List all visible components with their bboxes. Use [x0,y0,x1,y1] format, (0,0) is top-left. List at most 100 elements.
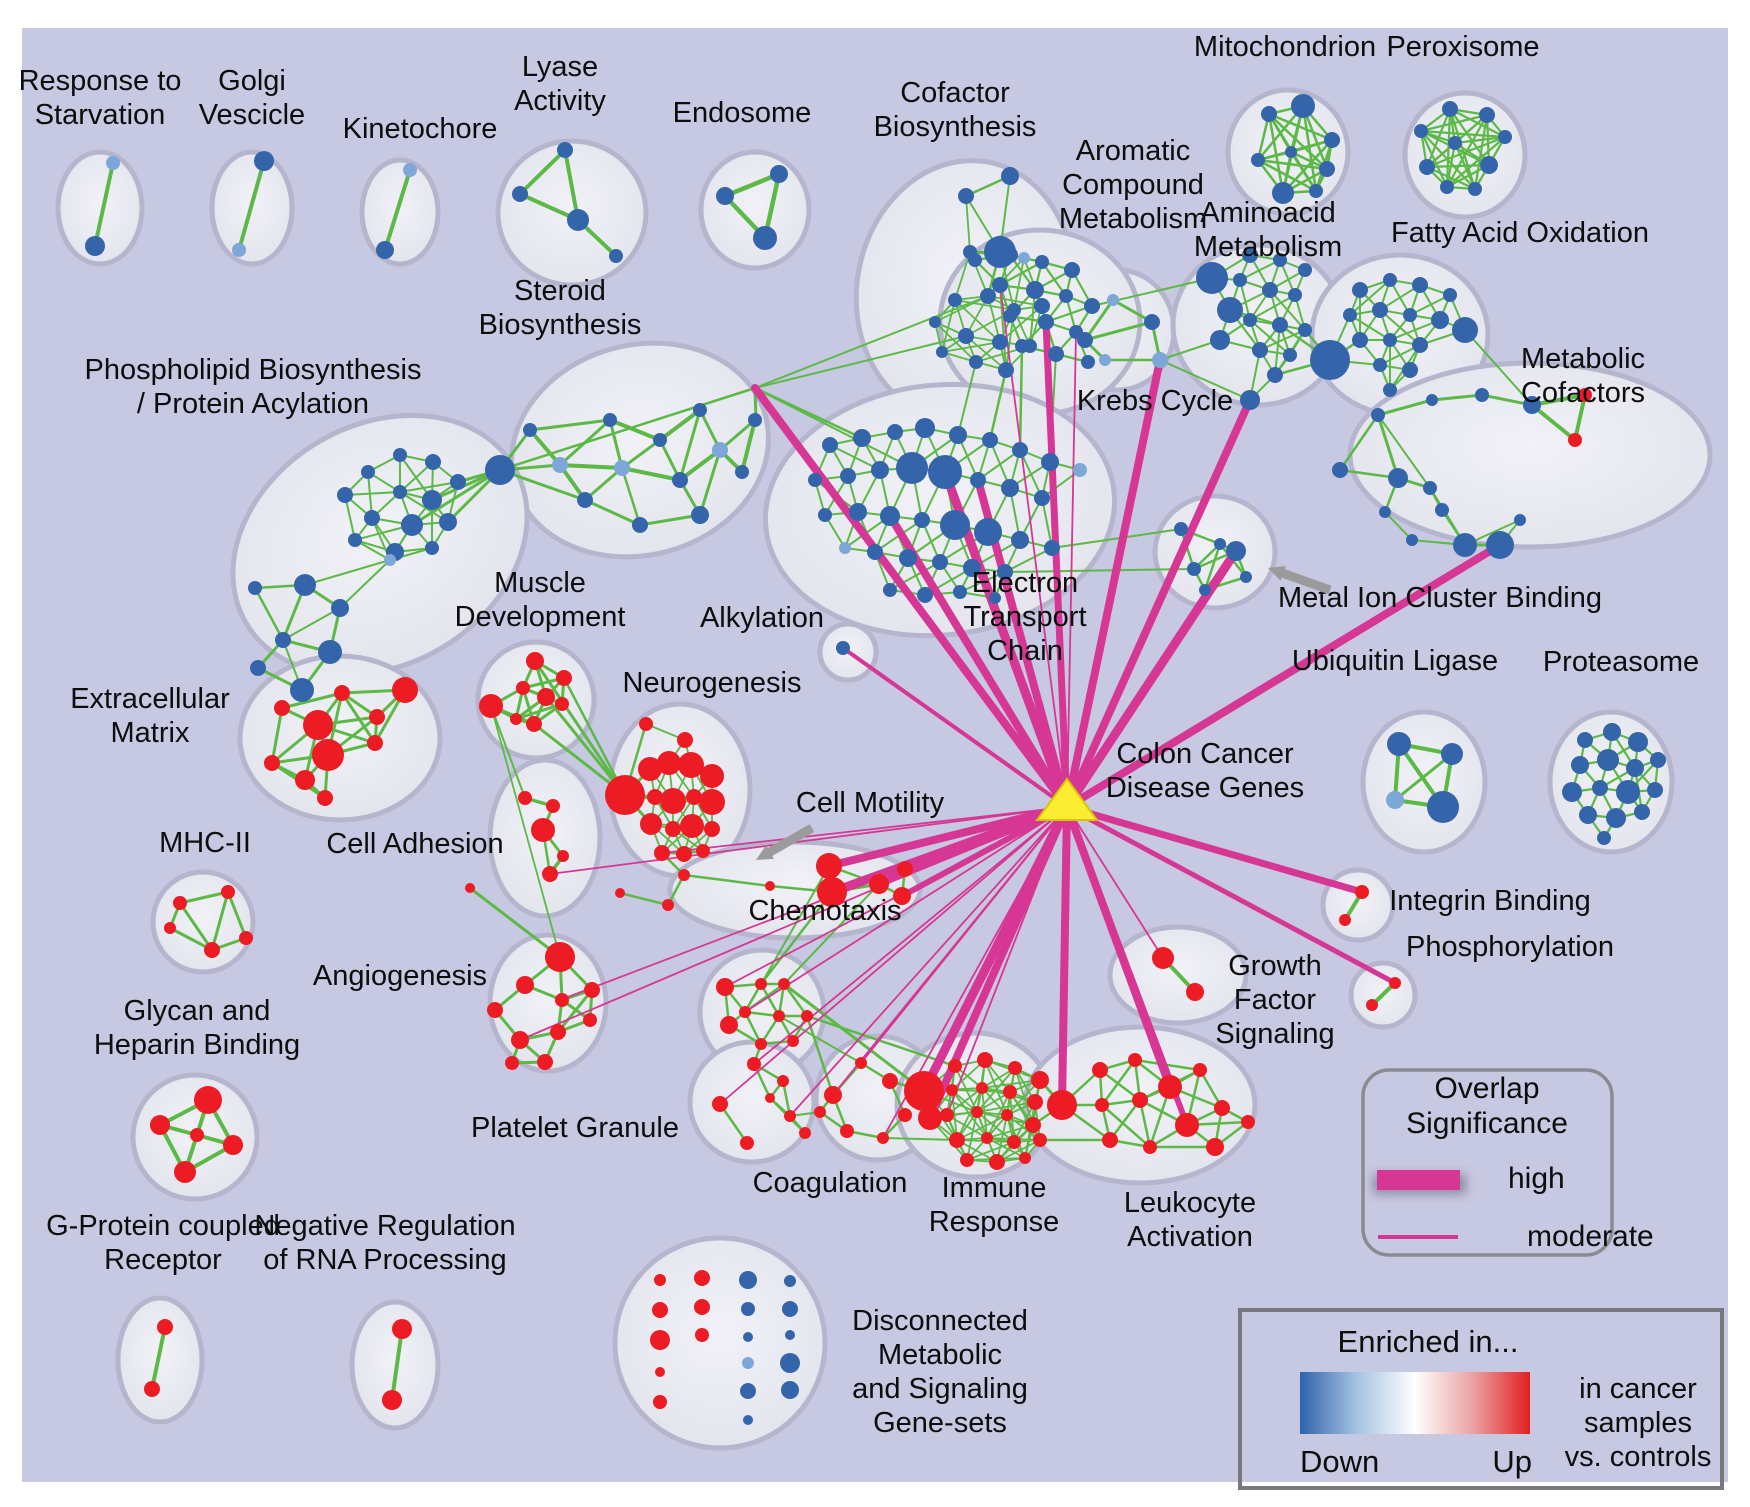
overlap-edge-moderate [719,806,1068,1105]
gene-set-overlap-edge [498,468,587,502]
gene-set-node [1152,947,1174,969]
overlap-significance-legend-box [1361,1068,1614,1257]
gene-set-node [1379,506,1391,518]
gene-set-node [958,188,974,204]
gene-set-node [839,542,851,554]
gene-set-overlap-edge [1249,294,1296,321]
gene-set-overlap-edge [678,408,702,482]
gene-set-node [1081,355,1095,369]
gene-set-node [1628,732,1648,752]
gene-set-overlap-edge [805,1014,835,1097]
gene-set-node [485,455,515,485]
gene-set-node [318,640,342,664]
gene-set-node [331,599,349,617]
gene-set-overlap-edge [956,1087,983,1141]
gene-set-overlap-edge [1041,497,1053,549]
cluster-label: Mitochondrion [1194,31,1376,63]
gene-set-node [1193,1063,1207,1077]
gene-set-node [932,554,948,570]
gene-set-node [516,681,530,695]
gene-set-node [204,942,220,958]
gene-set-node [782,1301,798,1317]
gene-set-node [1431,311,1449,329]
gene-set-overlap-edge [544,695,627,797]
gene-set-node [1206,1138,1224,1156]
gene-set-node [557,850,569,862]
gene-set-node [929,316,941,328]
cluster-label: G-Protein coupled Receptor [46,1210,280,1276]
gene-set-node [1272,317,1288,333]
gene-set-overlap-edge [954,299,1015,311]
gene-set-overlap-edge [1051,528,1182,549]
gene-set-node [974,518,1002,546]
gene-set-node [1001,479,1019,497]
gene-set-node [853,429,871,447]
cluster-ellipse-endosome [698,149,812,271]
cluster-label: Immune Response [929,1172,1060,1238]
gene-set-overlap-edge [977,449,1021,481]
gene-set-node [998,362,1014,378]
gene-set-node [1387,732,1411,756]
gene-set-node [918,1106,942,1130]
gene-set-node [1033,1133,1047,1147]
gene-set-node [1226,541,1246,561]
overlap-edge-high [751,384,1071,811]
gene-set-node [223,1135,243,1155]
gene-set-node [567,209,589,231]
gene-set-node [510,713,522,725]
gene-set-node [784,1275,796,1287]
gene-set-overlap-edge [956,1114,1008,1141]
gene-set-node [1647,782,1663,798]
gene-set-node [393,448,407,462]
gene-set-node [1285,146,1297,158]
gene-set-node [1419,159,1435,175]
gene-set-overlap-edge [1425,135,1507,169]
cluster-label: Disconnected Metabolic and Signaling Gene-s… [852,1305,1028,1439]
gene-set-node [1026,281,1044,299]
cluster-label: Ubiquitin Ligase [1292,645,1498,677]
gene-set-node [1386,791,1404,809]
cluster-label: Neurogenesis [623,667,802,699]
gene-set-node [963,559,981,577]
gene-set-node [1084,298,1100,314]
gene-set-node [1480,156,1498,174]
gene-set-node [817,877,847,907]
gene-set-node [239,931,253,945]
labels-layer: Response to Starvation Golgi Vescicle Kineto… [19,31,1724,1490]
gene-set-node [465,883,475,893]
gene-set-overlap-edge [698,448,722,517]
gene-set-node [615,888,625,898]
gene-set-overlap-edge [1445,135,1507,189]
gene-set-node [840,1124,854,1138]
gene-set-overlap-edge [1044,304,1094,324]
gene-set-node [264,755,280,771]
cluster-label: Lyase Activity [514,51,606,117]
gene-set-overlap-edge [1376,413,1400,480]
gene-set-overlap-edge [282,607,341,641]
cluster-label: Chemotaxis [748,895,901,927]
cluster-label: Endosome [673,97,812,129]
overlap-edge-moderate [860,806,1068,1064]
gene-set-overlap-edge [981,1079,1041,1089]
gene-set-node [1011,531,1029,549]
gene-set-node [1373,358,1387,372]
gene-set-node [784,1110,796,1122]
gene-set-node [392,1319,412,1339]
gene-set-node [1008,1061,1022,1075]
gene-set-node [1187,562,1201,576]
cluster-label: Steroid Biosynthesis [479,275,642,341]
gene-set-node [367,735,383,751]
gene-set-node [364,510,380,526]
gene-set-node [1251,153,1265,167]
cluster-label: Glycan and Heparin Binding [94,995,300,1061]
gene-set-node [816,853,842,879]
gene-set-node [526,652,544,670]
gene-set-node [1403,308,1417,322]
gene-set-overlap-edge [1083,298,1115,342]
gene-set-node [317,790,333,806]
gene-set-node [980,288,996,304]
gene-set-node [818,508,832,522]
gene-set-node [976,1082,988,1094]
gene-set-node [487,1002,503,1018]
gene-set-node [1577,732,1593,748]
